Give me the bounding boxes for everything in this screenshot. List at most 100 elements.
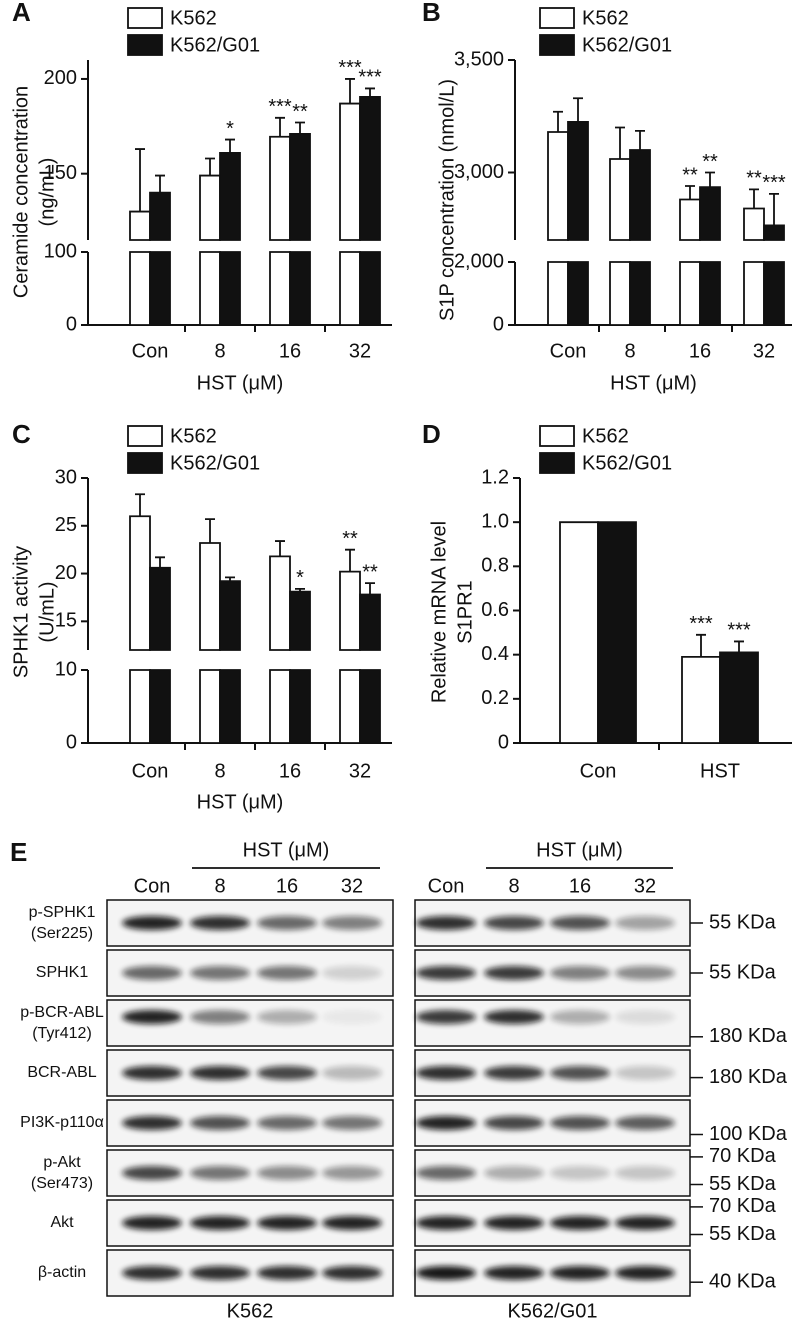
bar — [339, 102, 361, 326]
band — [190, 1066, 250, 1080]
row-label: PI3K-p110α — [20, 1114, 104, 1131]
x-axis-title: HST (μM) — [197, 372, 284, 394]
panel-label: A — [12, 0, 31, 27]
band — [550, 1066, 610, 1080]
legend-swatch — [127, 425, 163, 447]
marker-label: 55 KDa — [709, 961, 777, 983]
error-bar — [685, 185, 695, 200]
blot-header: HST (μM) — [243, 839, 330, 861]
significance: ** — [746, 168, 762, 190]
error-bar — [696, 633, 706, 657]
y-axis-title: (U/mL) — [36, 581, 58, 642]
y-tick-label: 0.2 — [481, 687, 509, 709]
legend-swatch — [127, 452, 163, 474]
bar — [219, 151, 241, 326]
y-tick-label: 0.6 — [481, 599, 509, 621]
marker-label: 70 KDa — [709, 1145, 777, 1167]
y-axis-title: SPHK1 activity — [10, 546, 32, 678]
lane-label: 32 — [634, 875, 656, 897]
significance: ** — [702, 151, 718, 173]
bar — [149, 191, 171, 326]
y-tick-label: 20 — [55, 562, 77, 584]
band — [484, 1116, 544, 1130]
legend-label: K562/G01 — [582, 452, 672, 474]
row-label: p-SPHK1 — [29, 904, 96, 921]
y-tick-label: 3,500 — [454, 48, 504, 70]
error-bar — [205, 518, 215, 543]
band — [257, 1266, 317, 1280]
error-bar — [225, 576, 235, 582]
x-tick-label: Con — [550, 340, 587, 362]
band — [550, 916, 610, 930]
bar — [359, 96, 381, 326]
y-axis-title: (ng/mL) — [36, 158, 58, 227]
bar — [129, 515, 151, 744]
band — [615, 1066, 675, 1080]
band — [322, 1166, 382, 1180]
x-tick-label: 32 — [753, 340, 775, 362]
error-bar — [365, 87, 375, 97]
x-tick-label: Con — [132, 760, 169, 782]
lane-label: Con — [134, 875, 171, 897]
y-tick-label: 0.8 — [481, 555, 509, 577]
band — [550, 1166, 610, 1180]
row-label: p-BCR-ABL — [20, 1004, 104, 1021]
band — [615, 966, 675, 980]
error-bar — [573, 97, 583, 122]
y-tick-label: 10 — [55, 658, 77, 680]
band — [416, 1216, 476, 1230]
row-label: SPHK1 — [36, 964, 89, 981]
band — [122, 1216, 182, 1230]
band — [550, 966, 610, 980]
block-label: K562/G01 — [507, 1300, 597, 1322]
y-tick-label: 3,000 — [454, 161, 504, 183]
row-label: BCR-ABL — [27, 1064, 96, 1081]
bar — [609, 158, 631, 326]
error-bar — [734, 640, 744, 653]
band — [484, 1010, 544, 1024]
band — [322, 1010, 382, 1024]
bar — [129, 210, 151, 326]
block-label: K562 — [227, 1300, 274, 1322]
marker-label: 180 KDa — [709, 1066, 788, 1088]
bar — [699, 186, 721, 326]
band — [550, 1216, 610, 1230]
error-bar — [705, 171, 715, 188]
bar — [289, 132, 311, 326]
lane-label: Con — [428, 875, 465, 897]
band — [416, 1116, 476, 1130]
y-axis-title: Ceramide concentration — [10, 86, 32, 298]
x-tick-label: Con — [580, 760, 617, 782]
error-bar — [345, 548, 355, 572]
band — [322, 966, 382, 980]
y-tick-label: 0 — [66, 731, 77, 753]
significance: ** — [292, 101, 308, 123]
y-tick-label: 150 — [44, 162, 77, 184]
legend-label: K562 — [582, 425, 629, 447]
bar — [149, 566, 171, 744]
significance: *** — [689, 613, 713, 635]
error-bar — [635, 129, 645, 150]
significance: ** — [682, 164, 698, 186]
row-label: β-actin — [38, 1264, 86, 1281]
band — [122, 1266, 182, 1280]
lane-label: 16 — [569, 875, 591, 897]
lane-label: 8 — [214, 875, 225, 897]
bar — [359, 593, 381, 744]
row-label: Akt — [50, 1214, 74, 1231]
y-tick-label: 30 — [55, 466, 77, 488]
band — [190, 1010, 250, 1024]
x-tick-label: HST — [700, 760, 740, 782]
band — [122, 966, 182, 980]
band — [257, 1216, 317, 1230]
band — [322, 916, 382, 930]
band — [484, 1066, 544, 1080]
error-bar — [365, 582, 375, 595]
band — [190, 916, 250, 930]
bar — [199, 542, 221, 744]
band — [550, 1266, 610, 1280]
error-bar — [225, 138, 235, 153]
bar — [289, 590, 311, 744]
band — [416, 966, 476, 980]
